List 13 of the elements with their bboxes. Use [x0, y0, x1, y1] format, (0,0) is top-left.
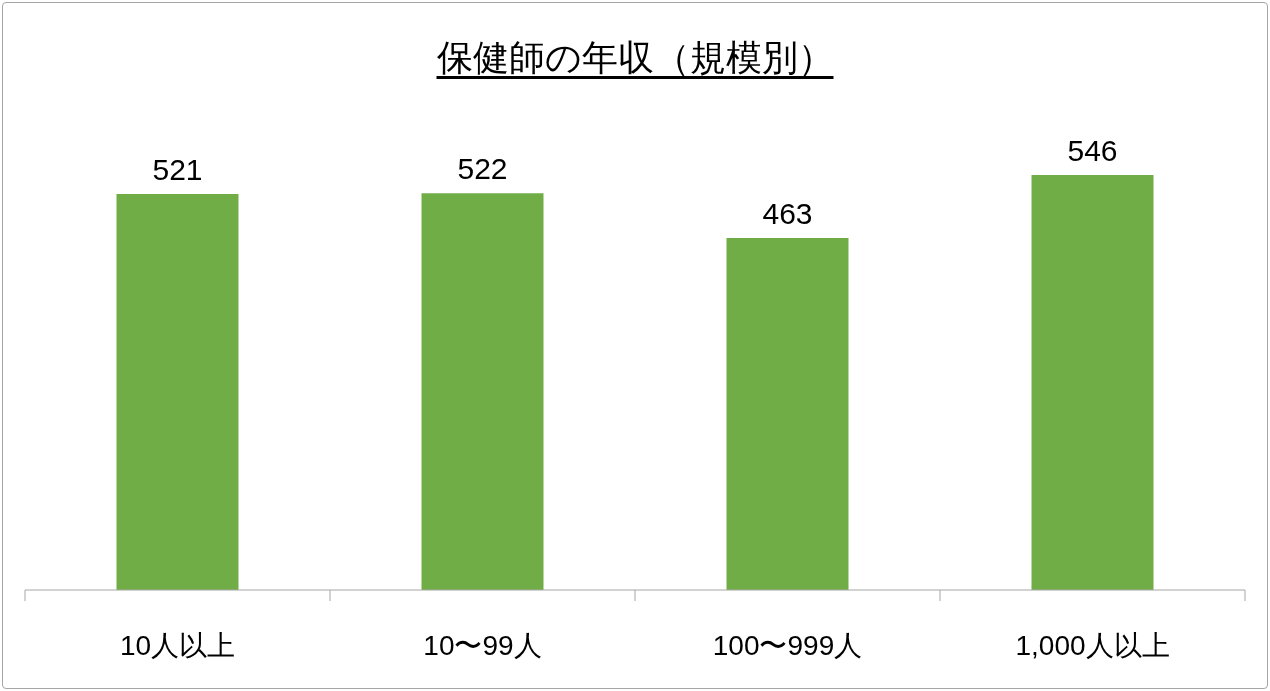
x-tick-label: 10人以上 — [119, 629, 236, 661]
bar — [1031, 175, 1154, 590]
data-label: 522 — [457, 152, 508, 186]
data-label: 521 — [152, 153, 203, 187]
bar — [421, 193, 544, 590]
bar — [726, 238, 849, 590]
data-label: 546 — [1067, 134, 1118, 168]
x-tick-label: 10〜99人 — [423, 629, 542, 661]
x-tick-label: 100〜999人 — [712, 629, 863, 661]
bar — [116, 194, 239, 590]
chart-title: 保健師の年収（規模別） — [436, 37, 834, 78]
data-label: 463 — [762, 197, 813, 231]
x-tick-label: 1,000人以上 — [1015, 629, 1170, 661]
